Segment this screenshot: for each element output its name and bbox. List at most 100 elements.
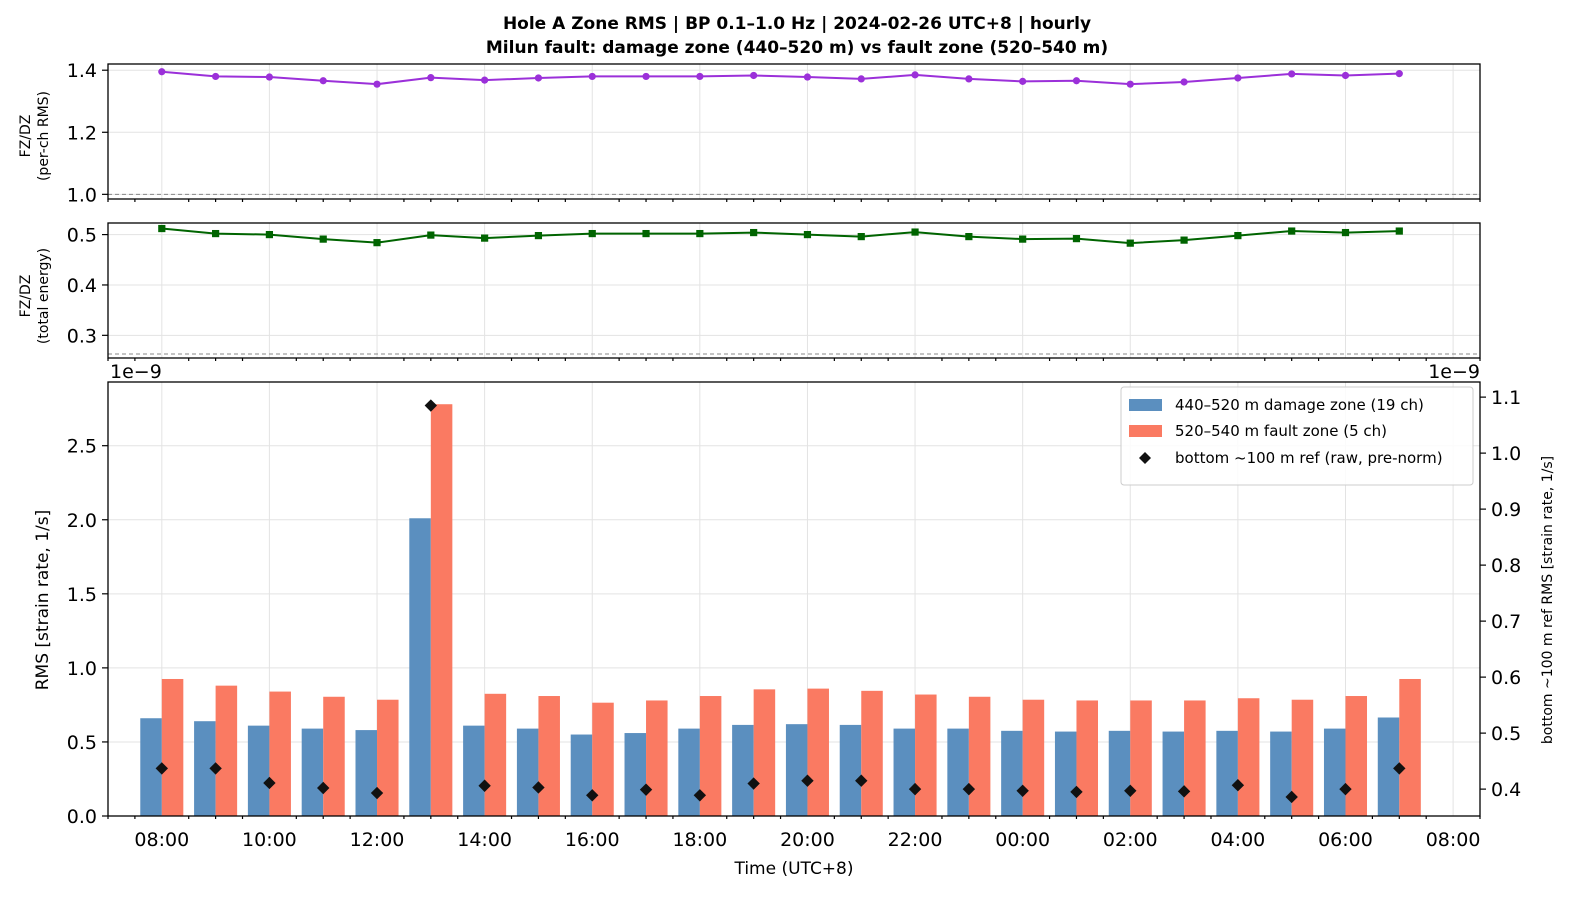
xtick-label-2: 12:00: [350, 829, 405, 851]
fault-zone-bar-13: [861, 690, 883, 816]
right-ytick-label-7: 1.1: [1491, 387, 1521, 409]
damage-zone-bar-9: [624, 733, 647, 816]
ratio-rms-point-3: [319, 77, 327, 85]
reference-point-2: [263, 776, 276, 790]
xtick-label-12: 08:00: [1426, 829, 1481, 851]
ratio-energy-point-8: [588, 229, 596, 238]
ratio-energy-frame: [107, 222, 1481, 359]
reference-point-12: [801, 774, 814, 787]
legend-swatch-damage-zone: [1129, 399, 1162, 411]
fault-zone-bar-12: [807, 688, 829, 816]
zone-rms-ytick-label-0: 0.0: [67, 806, 97, 828]
reference-point-1: [209, 762, 222, 775]
ratio-energy-point-7: [534, 231, 543, 240]
reference-point-20: [1231, 779, 1245, 792]
ratio-energy-point-19: [1180, 236, 1188, 244]
fault-zone-bar-21: [1291, 699, 1314, 816]
ratio-rms-point-17: [1072, 77, 1081, 85]
ratio-rms-point-16: [1019, 77, 1027, 85]
damage-zone-bar-15: [947, 728, 969, 816]
damage-zone-bar-10: [678, 728, 700, 816]
ratio-rms-point-4: [373, 80, 381, 88]
right-ytick-label-1: 0.5: [1491, 723, 1521, 745]
ratio-energy-point-17: [1072, 235, 1081, 243]
fault-zone-bar-22: [1345, 696, 1368, 816]
right-ytick-label-4: 0.8: [1491, 555, 1521, 577]
damage-zone-bar-12: [785, 724, 808, 816]
zone-rms-frame: [107, 381, 1481, 817]
zone-rms-ytick-label-4: 2.0: [67, 510, 97, 532]
fault-zone-bar-4: [377, 699, 399, 816]
fault-zone-bar-11: [753, 689, 776, 816]
ratio-energy-point-13: [857, 233, 865, 241]
reference-point-9: [639, 783, 653, 796]
ratio-rms-ytick-label-2: 1.4: [67, 60, 97, 82]
reference-point-5: [424, 399, 438, 412]
xtick-label-3: 14:00: [457, 829, 512, 851]
ratio-energy-point-20: [1234, 231, 1242, 240]
ratio-energy-ylabel-line2: (total energy): [36, 248, 52, 344]
ratio-rms-point-11: [750, 71, 758, 80]
ratio-rms-point-8: [588, 72, 596, 81]
ratio-energy-point-10: [696, 229, 704, 238]
legend-marker-reference: [1139, 452, 1151, 464]
ratio-rms-point-20: [1234, 74, 1242, 82]
damage-zone-bar-13: [839, 724, 862, 816]
fault-zone-bar-6: [484, 693, 507, 816]
fault-zone-bar-15: [968, 696, 991, 816]
fault-zone-bar-8: [592, 702, 614, 816]
ratio-rms-panel: 1.0 1.2 1.4 FZ/DZ (per-ch RMS): [18, 60, 1481, 206]
reference-point-23: [1393, 762, 1406, 775]
reference-point-10: [693, 789, 707, 802]
ratio-rms-point-12: [803, 73, 812, 81]
fault-zone-bar-9: [646, 700, 668, 816]
fault-zone-bar-7: [538, 696, 560, 816]
reference-point-19: [1177, 785, 1191, 798]
damage-zone-bar-21: [1270, 731, 1292, 816]
ratio-rms-ytick-label-1: 1.2: [67, 122, 97, 144]
right-ytick-label-3: 0.7: [1491, 611, 1521, 633]
damage-zone-bar-3: [301, 728, 324, 816]
damage-zone-bar-0: [140, 718, 162, 816]
ratio-rms-ylabel-line1: FZ/DZ: [18, 115, 34, 158]
reference-point-3: [317, 781, 330, 795]
damage-zone-bar-4: [355, 730, 378, 816]
offset-label-right: 1e−9: [1428, 361, 1480, 383]
ratio-rms-ytick-label-0: 1.0: [67, 184, 97, 206]
ratio-rms-point-5: [427, 74, 435, 82]
figure-title-line2: Milun fault: damage zone (440–520 m) vs …: [486, 38, 1108, 58]
offset-label-left: 1e−9: [110, 361, 162, 383]
ratio-energy-point-21: [1288, 227, 1296, 235]
ratio-energy-point-16: [1019, 235, 1027, 243]
xtick-label-5: 18:00: [672, 829, 727, 851]
damage-zone-bar-17: [1054, 731, 1077, 816]
fault-zone-bar-14: [915, 694, 937, 816]
xtick-label-9: 02:00: [1103, 829, 1158, 851]
damage-zone-bar-1: [194, 721, 216, 816]
ratio-rms-point-18: [1126, 80, 1134, 88]
ratio-energy-point-23: [1395, 227, 1403, 235]
ratio-rms-point-7: [534, 74, 543, 82]
ratio-rms-point-14: [911, 71, 919, 79]
ratio-energy-ytick-label-1: 0.4: [67, 275, 97, 297]
ratio-rms-series-line: [161, 70, 1400, 86]
ratio-energy-ytick-label-0: 0.3: [67, 325, 97, 347]
ratio-energy-point-0: [158, 224, 166, 233]
ratio-energy-point-22: [1341, 228, 1350, 237]
reference-point-11: [747, 777, 760, 790]
ratio-rms-point-1: [212, 72, 220, 81]
damage-zone-bar-14: [893, 728, 916, 816]
ratio-energy-point-15: [965, 233, 973, 241]
reference-point-14: [908, 782, 922, 796]
reference-point-17: [1070, 785, 1083, 799]
zone-rms-panel: 0.4 0.5 0.6 0.7 0.8 0.9 1.0 1.1 0.0 0.5 1.0 1.5 2.0 2…: [33, 361, 1556, 879]
fault-zone-bar-16: [1022, 699, 1045, 816]
reference-point-21: [1285, 790, 1298, 804]
zone-rms-ylabel: RMS [strain rate, 1/s]: [33, 510, 53, 691]
xtick-label-7: 22:00: [888, 829, 943, 851]
xtick-label-0: 08:00: [134, 829, 189, 851]
figure-title-line1: Hole A Zone RMS | BP 0.1–1.0 Hz | 2024-0…: [503, 14, 1091, 34]
reference-point-7: [532, 781, 545, 794]
ratio-rms-point-2: [265, 73, 274, 81]
